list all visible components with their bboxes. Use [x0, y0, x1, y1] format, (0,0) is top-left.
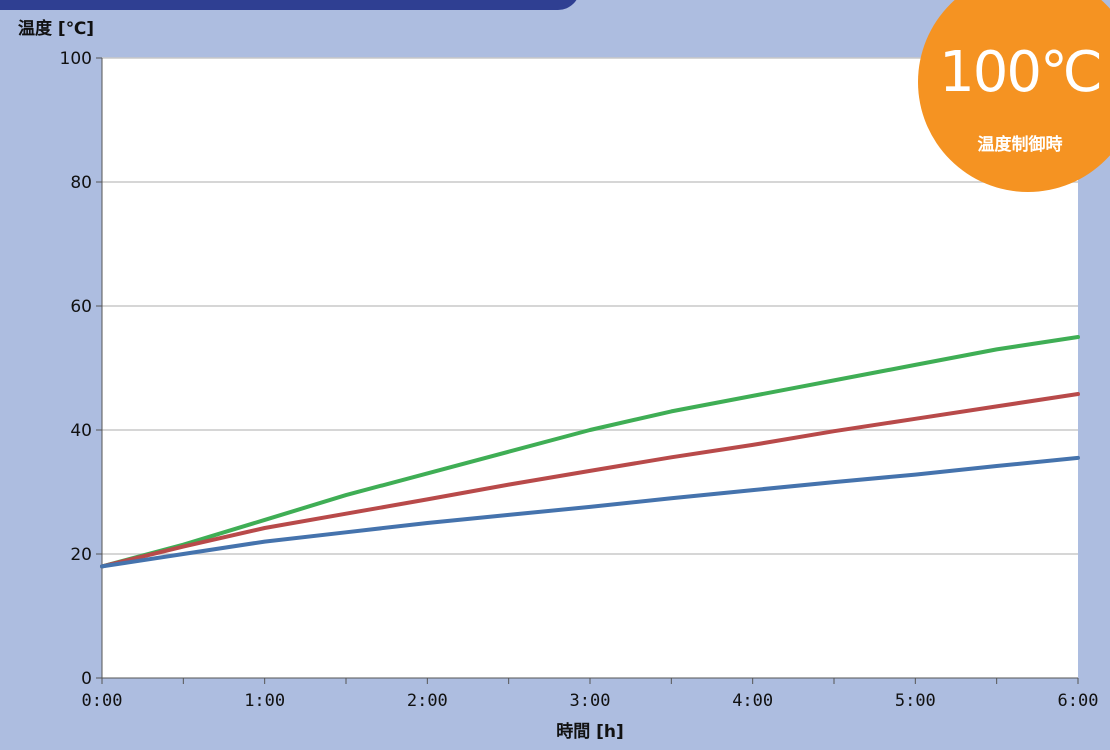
y-tick-label: 60 [70, 297, 92, 317]
y-tick-label: 20 [70, 545, 92, 565]
temperature-control-badge: 100℃ 温度制御時 [918, 0, 1110, 192]
series-line-2 [100, 392, 1080, 569]
y-tick-labels: 0 20 40 60 80 100 [60, 49, 92, 689]
x-tick-labels: 0:00 1:00 2:00 3:00 4:00 5:00 6:00 [82, 691, 1099, 711]
series-line-3 [100, 455, 1080, 569]
x-tick-label: 5:00 [895, 691, 936, 711]
x-axis-title: 時間 [h] [556, 721, 624, 742]
y-tick-label: 40 [70, 421, 92, 441]
axes [96, 57, 1079, 684]
header-tab [0, 0, 580, 10]
x-tick-label: 6:00 [1058, 691, 1099, 711]
series-lines [100, 335, 1080, 569]
badge-value: 100℃ [939, 40, 1103, 105]
x-tick-label: 3:00 [570, 691, 611, 711]
y-tick-label: 0 [81, 669, 92, 689]
grid-lines [102, 57, 1078, 555]
x-tick-label: 1:00 [244, 691, 285, 711]
y-tick-label: 100 [60, 49, 92, 69]
x-tick-label: 2:00 [407, 691, 448, 711]
y-tick-label: 80 [70, 173, 92, 193]
x-tick-label: 0:00 [82, 691, 123, 711]
badge-caption: 温度制御時 [977, 135, 1063, 155]
y-axis-title: 温度 [℃] [18, 18, 94, 39]
plot-area [102, 58, 1078, 678]
x-tick-label: 4:00 [732, 691, 773, 711]
series-line-1 [100, 335, 1080, 569]
